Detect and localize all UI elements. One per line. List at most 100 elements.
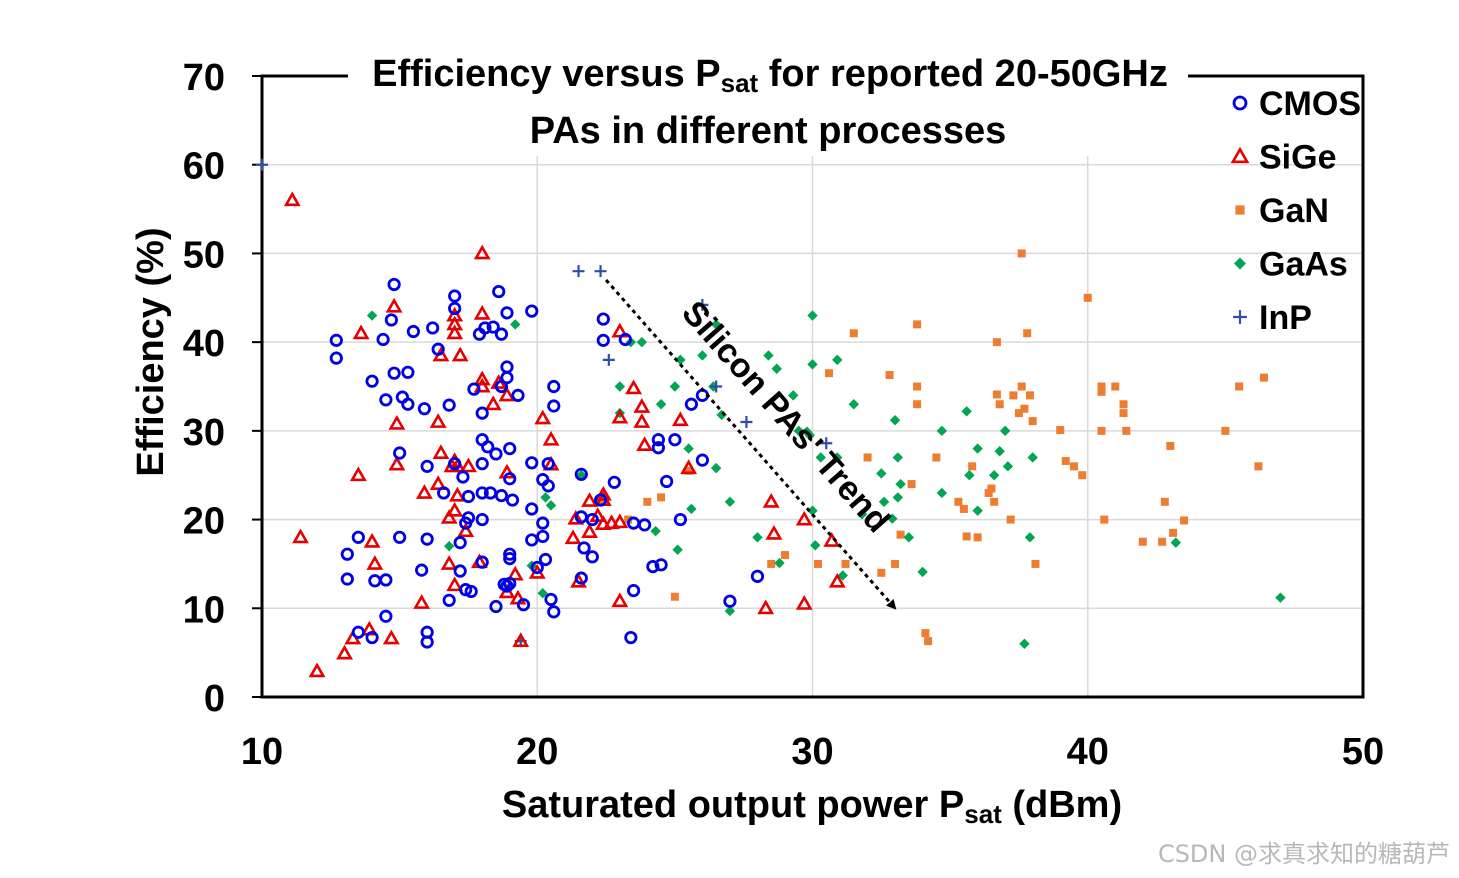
sige-point-73 [757, 599, 775, 615]
gan-point-12 [863, 453, 872, 462]
series-gan [596, 249, 1268, 646]
cmos-point-41 [461, 489, 476, 504]
cmos-point-79 [530, 560, 544, 575]
cmos-point-99 [607, 475, 621, 489]
cmos-point-115 [723, 594, 737, 608]
sige-point-2 [308, 662, 326, 678]
gaas-point-14 [669, 381, 681, 392]
cmos-point-35 [448, 457, 462, 471]
sige-point-25 [446, 315, 464, 331]
sige-point-51 [564, 529, 582, 545]
sige-point-9 [366, 555, 384, 570]
sige-point-13 [388, 455, 406, 471]
gan-point-62 [1169, 528, 1178, 537]
gaas-point-42 [848, 399, 859, 410]
cmos-point-6 [365, 630, 379, 645]
gan-point-66 [1254, 462, 1263, 471]
gan-point-54 [1111, 382, 1120, 391]
gaas-point-54 [936, 425, 948, 437]
x-tick-label-0: 10 [241, 731, 283, 773]
gan-point-22 [924, 637, 933, 646]
y-tick-label-0: 0 [204, 678, 225, 720]
cmos-point-28 [426, 321, 440, 335]
cmos-point-109 [660, 474, 674, 489]
trend-arrow-line [604, 279, 897, 610]
cmos-point-19 [401, 365, 415, 379]
sige-point-61 [611, 408, 629, 424]
cmos-point-4 [351, 530, 365, 544]
sige-point-27 [446, 501, 464, 517]
gan-point-38 [1017, 382, 1026, 391]
sige-point-48 [534, 409, 552, 425]
gaas-point-22 [710, 462, 722, 474]
gaas-point-6 [545, 500, 557, 511]
sige-point-71 [762, 493, 780, 508]
series-cmos [329, 277, 765, 649]
cmos-point-111 [673, 512, 687, 527]
gaas-point-55 [961, 406, 972, 417]
gaas-point-61 [999, 425, 1011, 437]
gaas-point-24 [724, 496, 736, 508]
gan-point-60 [1160, 497, 1169, 506]
cmos-point-60 [494, 379, 509, 394]
cmos-point-68 [503, 472, 517, 486]
gaas-point-31 [793, 425, 804, 437]
sige-point-35 [473, 244, 491, 260]
sige-point-29 [448, 486, 466, 502]
gan-point-61 [1166, 441, 1175, 450]
cmos-point-74 [516, 598, 531, 612]
title-background [348, 48, 1188, 156]
cmos-point-94 [585, 512, 599, 527]
gaas-point-11 [636, 336, 648, 348]
inp-point-0 [256, 158, 268, 171]
gaas-point-12 [650, 525, 661, 537]
cmos-point-81 [536, 516, 550, 530]
cmos-point-42 [461, 511, 476, 525]
cmos-point-78 [525, 533, 539, 547]
cmos-point-52 [478, 321, 492, 335]
cmos-point-14 [387, 277, 401, 292]
gaas-point-49 [892, 492, 904, 503]
gaas-point-38 [815, 452, 826, 463]
cmos-point-11 [379, 573, 393, 587]
gaas-point-60 [994, 446, 1005, 457]
gaas-point-34 [807, 310, 818, 321]
gaas-point-15 [672, 544, 683, 555]
cmos-point-98 [596, 333, 610, 347]
sige-point-55 [581, 523, 598, 538]
sige-point-59 [594, 515, 612, 530]
gan-point-23 [932, 453, 941, 462]
gan-point-2 [643, 497, 652, 506]
gan-point-17 [907, 480, 916, 489]
gan-point-30 [984, 488, 993, 497]
gaas-point-33 [804, 430, 815, 441]
sige-point-41 [498, 386, 516, 402]
cmos-point-29 [431, 342, 445, 356]
gan-point-41 [1023, 329, 1032, 338]
gaas-point-64 [1024, 532, 1036, 543]
gan-point-21 [921, 629, 930, 638]
sige-point-54 [581, 492, 598, 507]
gaas-point-51 [903, 532, 915, 543]
legend-marker-gaas [1234, 257, 1246, 270]
cmos-point-46 [475, 406, 489, 420]
cmos-point-87 [547, 379, 561, 394]
sige-point-1 [292, 528, 309, 544]
y-axis-label: Efficiency (%) [130, 227, 172, 476]
gan-point-31 [990, 497, 999, 506]
legend-marker-cmos [1232, 95, 1248, 111]
gan-point-15 [891, 559, 900, 568]
cmos-point-63 [500, 306, 514, 320]
inp-point-5 [602, 353, 615, 366]
gan-point-29 [987, 484, 996, 493]
gan-point-34 [995, 400, 1004, 409]
gan-point-33 [992, 390, 1001, 399]
gaas-point-40 [832, 452, 843, 463]
inp-point-9 [820, 437, 833, 450]
cmos-point-84 [541, 457, 555, 471]
sige-point-36 [473, 304, 491, 320]
cmos-point-72 [505, 493, 520, 507]
sige-point-65 [625, 379, 643, 395]
cmos-point-17 [393, 530, 407, 544]
sige-point-52 [567, 509, 585, 525]
